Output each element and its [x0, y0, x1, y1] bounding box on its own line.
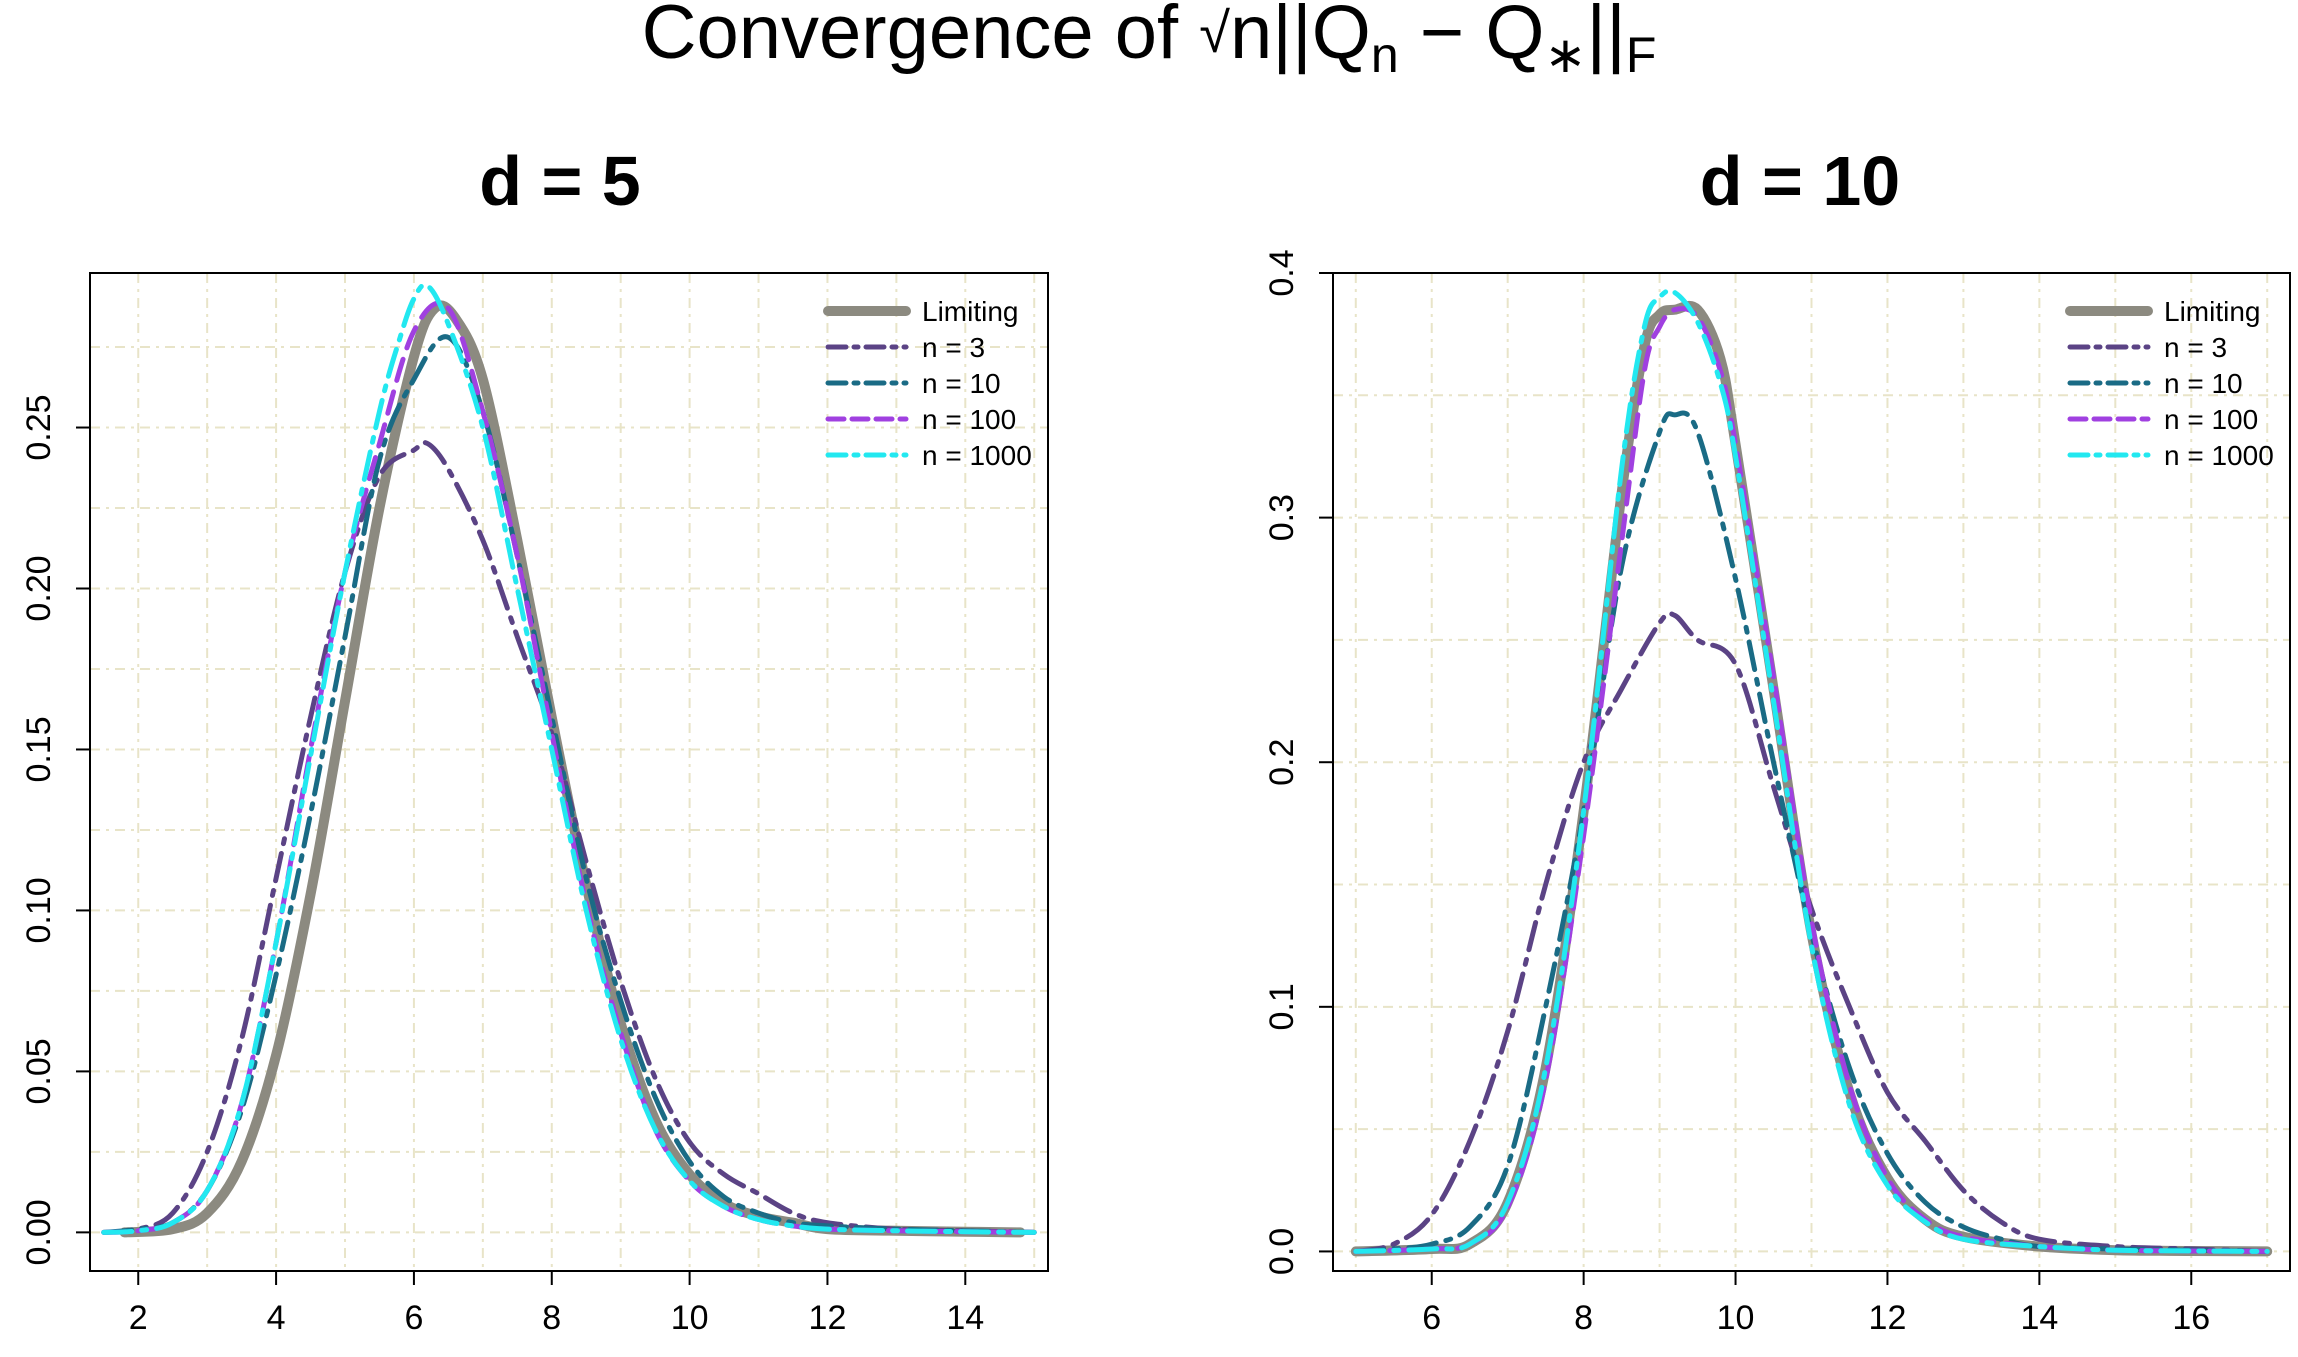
y-tick-label: 0.20: [20, 555, 58, 621]
x-axis: 6 8 10 12 14 16: [1422, 1271, 2210, 1337]
title-prefix: Convergence of: [642, 0, 1200, 75]
plot-frame: [1332, 272, 2291, 1272]
x-tick-label: 10: [671, 1299, 709, 1337]
title-sub-star: ∗: [1544, 27, 1586, 83]
title-sub-f: F: [1626, 27, 1657, 83]
x-tick-label: 12: [809, 1299, 847, 1337]
x-tick-label: 4: [267, 1299, 286, 1337]
y-tick-label: 0.3: [1263, 494, 1301, 541]
title-n: n: [1230, 0, 1272, 75]
y-tick-label: 0.4: [1263, 249, 1301, 296]
series-group: [101, 282, 1037, 1238]
plot-frame: [89, 272, 1049, 1272]
y-tick-label: 0.05: [20, 1038, 58, 1104]
series-line-limiting: [119, 300, 1026, 1238]
title-norm-close: ||: [1586, 0, 1625, 75]
panel-d5: d = 5 2 4 6 8 10 12 14 0.00 0.05 0.10 0.15 0.20 0.25 L…: [20, 142, 1049, 1337]
series-line-n-1000: [101, 282, 1037, 1235]
title-minus: − Q: [1399, 0, 1545, 75]
legend-label-n-1000: n = 1000: [922, 440, 1032, 471]
y-tick-label: 0.1: [1263, 983, 1301, 1030]
y-tick-label: 0.25: [20, 394, 58, 460]
x-tick-label: 2: [129, 1299, 148, 1337]
legend-label-n-100: n = 100: [922, 404, 1016, 435]
x-tick-label: 12: [1869, 1299, 1907, 1337]
figure-title: Convergence of √n||Qn − Q∗||F: [642, 0, 1657, 83]
y-axis: 0.00 0.05 0.10 0.15 0.20 0.25: [20, 394, 90, 1265]
title-sqrt: √: [1199, 1, 1230, 64]
panel-d10: d = 10 6 8 10 12 14 16 0.0 0.1 0.2 0.3 0.4 Limiting n…: [1263, 142, 2291, 1337]
legend-label-n-10: n = 10: [922, 368, 1001, 399]
x-tick-label: 6: [1422, 1299, 1441, 1337]
y-tick-label: 0.00: [20, 1199, 58, 1265]
panel-title: d = 5: [479, 142, 640, 220]
legend-label-limiting: Limiting: [2164, 296, 2260, 327]
panel-title: d = 10: [1700, 142, 1900, 220]
y-axis: 0.0 0.1 0.2 0.3 0.4: [1263, 249, 1333, 1275]
x-tick-label: 8: [542, 1299, 561, 1337]
series-line-n-10: [1353, 410, 2270, 1254]
legend-label-n-3: n = 3: [2164, 332, 2227, 363]
series-group: [1350, 288, 2273, 1257]
series-line-n-1000: [1353, 288, 2270, 1254]
x-tick-label: 16: [2172, 1299, 2210, 1337]
legend-label-n-100: n = 100: [2164, 404, 2258, 435]
y-tick-label: 0.2: [1263, 739, 1301, 786]
series-line-n-3: [101, 440, 1037, 1235]
grid: [1333, 272, 2290, 1271]
y-tick-label: 0.10: [20, 877, 58, 943]
y-tick-label: 0.15: [20, 716, 58, 782]
legend-label-n-10: n = 10: [2164, 368, 2243, 399]
legend-label-n-1000: n = 1000: [2164, 440, 2274, 471]
title-q: Q: [1312, 0, 1371, 75]
x-tick-label: 10: [1717, 1299, 1755, 1337]
x-tick-label: 8: [1574, 1299, 1593, 1337]
title-sub-n: n: [1371, 27, 1399, 83]
series-line-n-3: [1353, 610, 2270, 1254]
y-tick-label: 0.0: [1263, 1228, 1301, 1275]
x-tick-label: 6: [404, 1299, 423, 1337]
legend: Limiting n = 3 n = 10 n = 100 n = 1000: [2065, 296, 2274, 471]
series-line-n-10: [101, 334, 1037, 1235]
x-axis: 2 4 6 8 10 12 14: [129, 1271, 984, 1337]
legend: Limiting n = 3 n = 10 n = 100 n = 1000: [823, 296, 1032, 471]
x-tick-label: 14: [946, 1299, 984, 1337]
x-tick-label: 14: [2020, 1299, 2058, 1337]
legend-label-n-3: n = 3: [922, 332, 985, 363]
legend-label-limiting: Limiting: [922, 296, 1018, 327]
title-norm-open: ||: [1272, 0, 1311, 75]
grid: [90, 273, 1048, 1271]
